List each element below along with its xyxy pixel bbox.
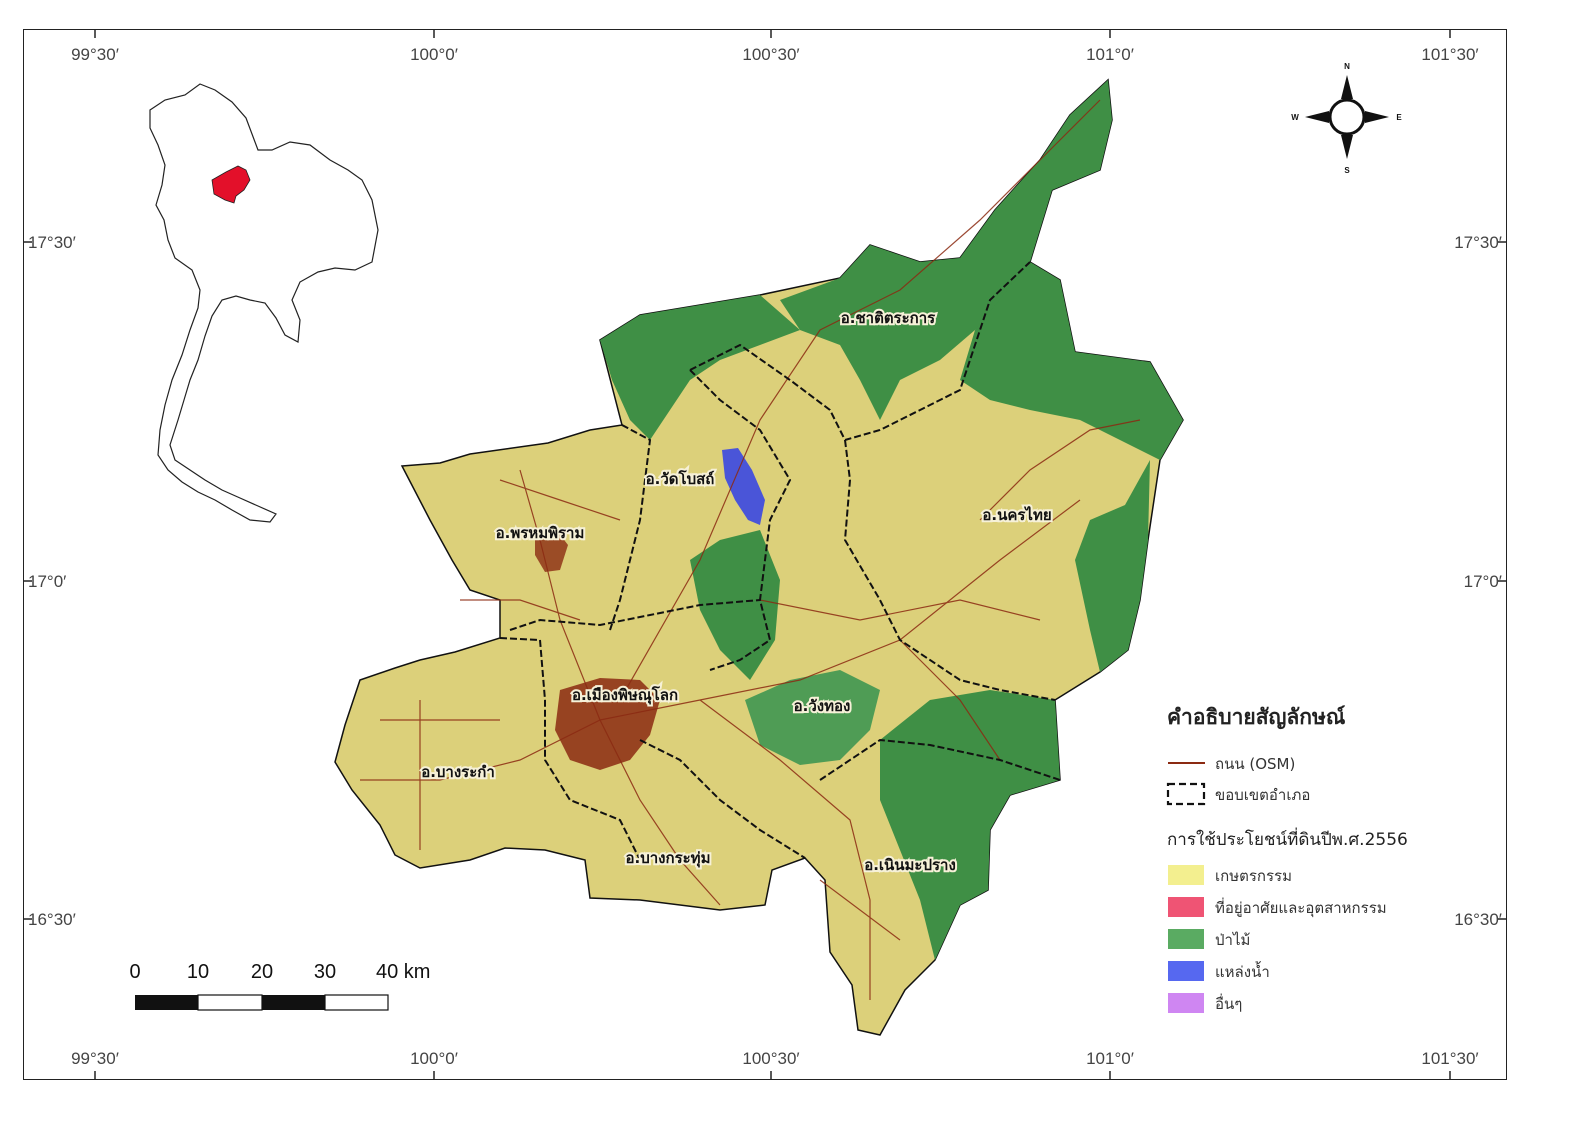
coord-bottom-1: 99°30′ — [71, 1049, 119, 1068]
legend-landuse-title: การใช้ประโยชน์ที่ดินปีพ.ศ.2556 — [1167, 827, 1408, 850]
scale-tick-20: 20 — [251, 961, 273, 983]
legend-boundary-label: ขอบเขตอำเภอ — [1215, 786, 1310, 804]
legend-title: คำอธิบายสัญลักษณ์ — [1167, 705, 1346, 730]
legend-swatch-agriculture — [1168, 865, 1204, 885]
compass-s: S — [1344, 166, 1350, 175]
legend-swatch-water — [1168, 961, 1204, 981]
urban-phrom — [535, 528, 568, 572]
coord-top-2: 100°0′ — [410, 45, 458, 64]
forest-east — [1075, 460, 1150, 672]
district-boundaries — [499, 261, 1061, 861]
coord-bottom-4: 101°0′ — [1086, 1049, 1134, 1068]
coord-top-3: 100°30′ — [742, 45, 799, 64]
forest-northeast — [960, 262, 1183, 460]
district-label-wat-bot: อ.วัดโบสถ์ — [646, 469, 715, 488]
legend-label-forest: ป่าไม้ — [1215, 931, 1250, 949]
water-reservoir — [722, 448, 765, 525]
district-label-phrom-phiram: อ.พรหมพิราม — [496, 524, 585, 542]
coord-left-3: 16°30′ — [28, 910, 76, 929]
compass-e: E — [1396, 113, 1402, 122]
legend-boundary-symbol — [1166, 782, 1206, 806]
district-label-bang-rakam: อ.บางระกำ — [421, 763, 495, 781]
forest-center — [690, 530, 780, 680]
coord-bottom-3: 100°30′ — [742, 1049, 799, 1068]
forest-north — [780, 80, 1112, 420]
scale-bar: 0 10 20 30 40 km — [129, 961, 430, 1011]
coord-right-1: 17°30′ — [1454, 233, 1502, 252]
legend-label-agriculture: เกษตรกรรม — [1215, 867, 1292, 885]
coord-bottom-5: 101°30′ — [1421, 1049, 1478, 1068]
forest-wangthong — [745, 670, 880, 765]
scale-tick-0: 0 — [129, 961, 140, 983]
compass-w: W — [1291, 113, 1299, 122]
coord-top-1: 99°30′ — [71, 45, 119, 64]
legend-label-residential: ที่อยู่อาศัยและอุตสาหกรรม — [1215, 897, 1387, 918]
coord-right-2: 17°0′ — [1464, 572, 1502, 591]
coord-left-2: 17°0′ — [28, 572, 66, 591]
province-map — [334, 78, 1184, 1036]
compass-n: N — [1344, 62, 1350, 71]
coord-top-5: 101°30′ — [1421, 45, 1478, 64]
legend-swatch-other — [1168, 993, 1204, 1013]
graticule-ticks — [23, 29, 1507, 1080]
district-label-mueang: อ.เมืองพิษณุโลก — [572, 685, 678, 705]
district-label-nakhon-thai: อ.นครไทย — [982, 505, 1051, 524]
thailand-inset-map — [149, 83, 379, 523]
legend-label-other: อื่นๆ — [1215, 993, 1242, 1013]
thailand-outline — [149, 83, 379, 523]
coord-right-3: 16°30′ — [1454, 910, 1502, 929]
phitsanulok-highlight — [211, 165, 251, 204]
district-label-bang-krathum: อ.บางกระทุ่ม — [626, 849, 711, 868]
legend-road-label: ถนน (OSM) — [1215, 755, 1295, 773]
urban-mueang — [555, 678, 660, 770]
road-network — [360, 99, 1141, 1000]
forest-southeast — [880, 690, 1060, 960]
legend: คำอธิบายสัญลักษณ์ ถนน (OSM) ขอบเขตอำเภอ … — [1166, 705, 1408, 1013]
district-label-chat-trakan: อ.ชาติตระการ — [841, 309, 936, 327]
district-label-noen-maprang: อ.เนินมะปราง — [864, 856, 956, 874]
north-arrow-icon: N S W E — [1291, 62, 1402, 175]
forest-northwest — [600, 295, 800, 440]
scale-tick-30: 30 — [314, 961, 336, 983]
legend-label-water: แหล่งน้ำ — [1215, 961, 1270, 981]
district-label-wang-thong: อ.วังทอง — [794, 697, 851, 715]
map-frame — [23, 29, 1507, 1080]
coord-left-1: 17°30′ — [28, 233, 76, 252]
legend-swatch-residential — [1168, 897, 1204, 917]
coord-bottom-2: 100°0′ — [410, 1049, 458, 1068]
scale-tick-10: 10 — [187, 961, 209, 983]
scale-tick-40: 40 km — [376, 961, 430, 983]
coord-top-4: 101°0′ — [1086, 45, 1134, 64]
legend-swatch-forest — [1168, 929, 1204, 949]
